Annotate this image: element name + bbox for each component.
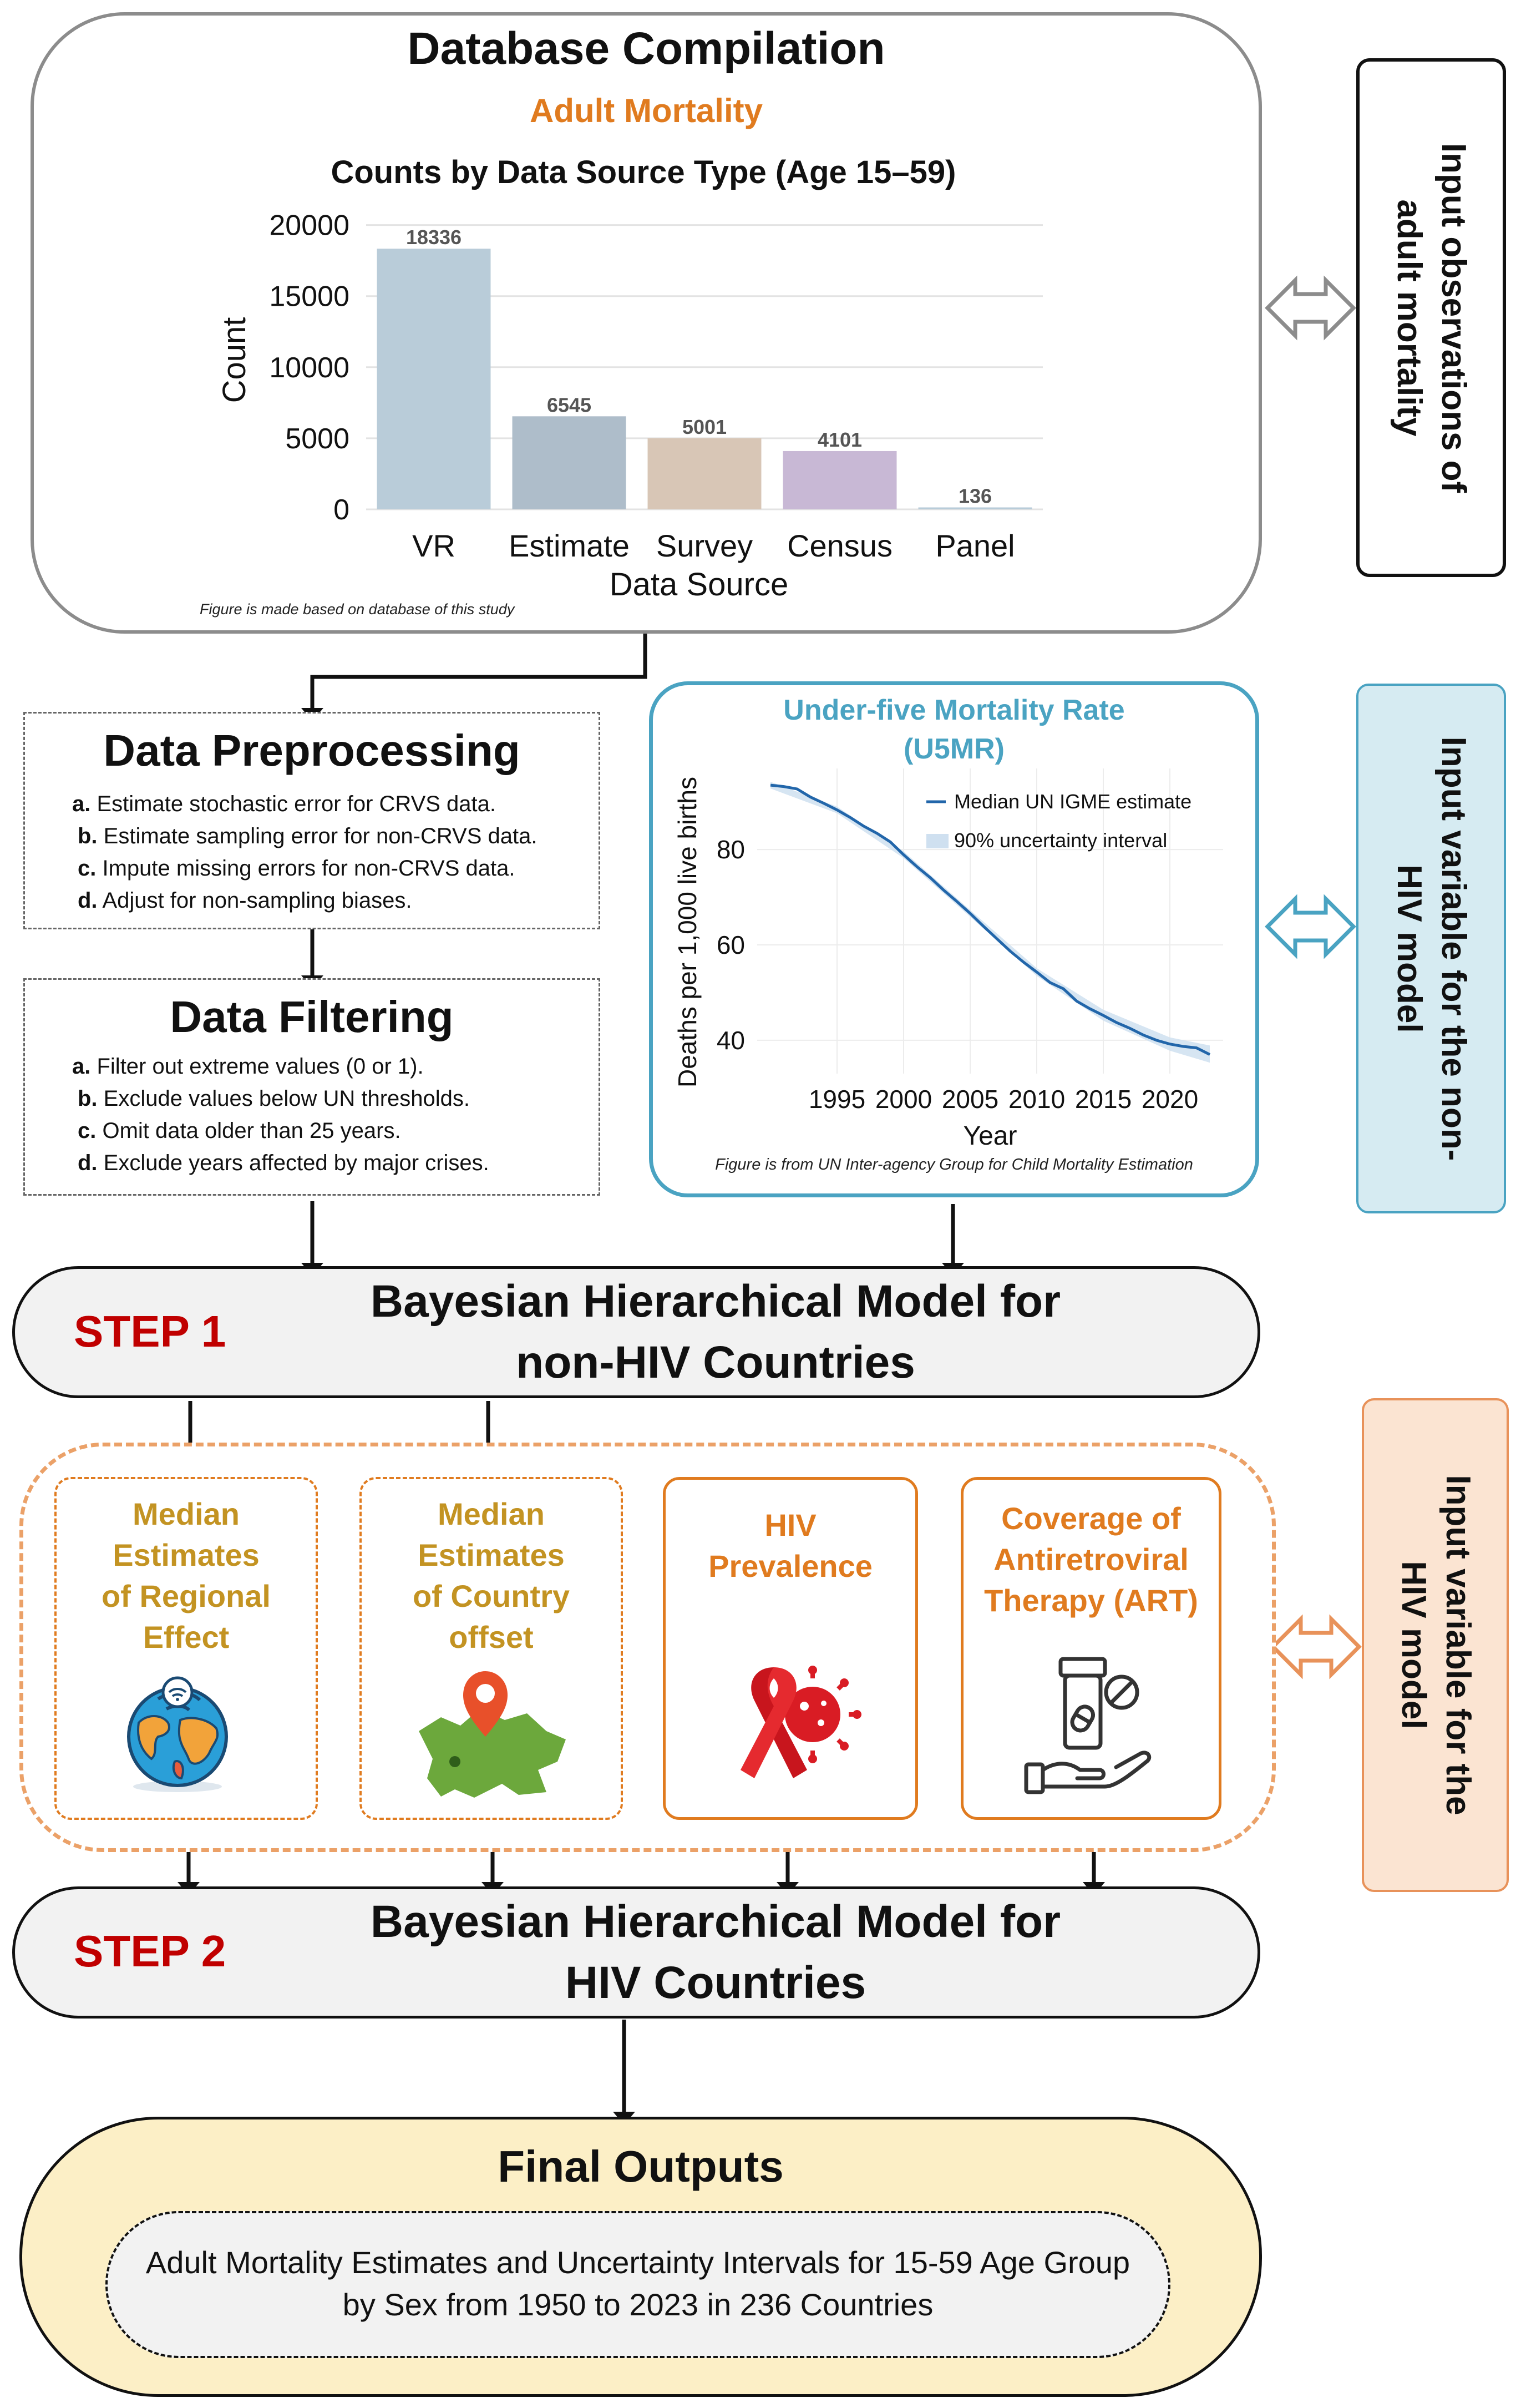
filtering-item-b: b. Exclude values below UN thresholds. — [78, 1086, 470, 1111]
line-x-tick-label: 2005 — [942, 1085, 998, 1114]
u5mr-title-line2: (U5MR) — [904, 733, 1005, 765]
preprocessing-title: Data Preprocessing — [103, 726, 520, 775]
hiv-ribbon-virus-icon — [741, 1666, 861, 1778]
preprocessing-item-d: d. Adjust for non-sampling biases. — [78, 888, 412, 913]
bar-chart-title: Counts by Data Source Type (Age 15–59) — [331, 154, 956, 190]
side-label-adult-mortality: Input observations of adult mortality — [1390, 143, 1473, 493]
step2-title-line1: Bayesian Hierarchical Model for — [370, 1896, 1061, 1947]
filtering-title: Data Filtering — [170, 992, 454, 1041]
u5mr-line-chart: 40 60 80 1995 2000 2005 2010 2015 2020 Median UN … — [673, 768, 1223, 1151]
database-title: Database Compilation — [407, 23, 885, 74]
line-y-tick-label: 60 — [717, 930, 745, 959]
globe-wifi-icon — [127, 1676, 228, 1792]
step2-label: STEP 2 — [74, 1926, 226, 1976]
line-x-tick-label: 2015 — [1075, 1085, 1132, 1114]
bar-x-tick-label: Survey — [656, 528, 753, 563]
bar-data-label: 4101 — [818, 428, 862, 451]
step2-box — [12, 1886, 1260, 2019]
bar-y-tick-label: 0 — [333, 494, 349, 526]
bar-x-axis-label: Data Source — [610, 566, 788, 603]
line-x-axis-label: Year — [964, 1121, 1017, 1151]
step2-title-line2: HIV Countries — [565, 1957, 866, 2008]
filtering-item-d: d. Exclude years affected by major crise… — [78, 1151, 489, 1175]
filtering-list: a. Filter out extreme values (0 or 1). b… — [72, 1050, 599, 1179]
data-preprocessing-box — [23, 712, 600, 929]
legend-band-swatch — [926, 834, 949, 848]
bar-data-label: 136 — [959, 485, 992, 508]
step1-label: STEP 1 — [74, 1307, 226, 1356]
u5mr-panel — [649, 681, 1259, 1197]
bar-y-tick-label: 15000 — [269, 281, 349, 313]
line-x-tick-label: 1995 — [809, 1085, 865, 1114]
bar-chart: Counts by Data Source Type (Age 15–59) 0 5… — [216, 154, 1043, 603]
side-label-hiv: Input variable for the HIV model — [1394, 1475, 1477, 1815]
side-label-non-hiv: Input variable for the non-HIV model — [1390, 736, 1473, 1161]
legend-band-label: 90% uncertainty interval — [954, 829, 1167, 852]
country-offset-title: Median Estimates of Country offset — [412, 1496, 570, 1655]
line-x-tick-label: 2020 — [1142, 1085, 1198, 1114]
step1-box — [12, 1266, 1260, 1398]
bar-y-tick-label: 20000 — [269, 210, 349, 242]
preprocessing-item-a: a. Estimate stochastic error for CRVS da… — [72, 792, 496, 816]
uncertainty-band — [770, 782, 1210, 1063]
arrow-db-to-preprocessing — [310, 633, 647, 709]
bar — [783, 451, 897, 509]
filtering-item-c: c. Omit data older than 25 years. — [78, 1119, 401, 1143]
line-x-tick-label: 2010 — [1008, 1085, 1065, 1114]
preprocessing-item-b: b. Estimate sampling error for non-CRVS … — [78, 824, 538, 848]
side-panel-non-hiv: Input variable for the non-HIV model — [1356, 684, 1506, 1213]
u5mr-note: Figure is from UN Inter-agency Group for… — [715, 1156, 1193, 1173]
final-outputs-inner — [105, 2211, 1170, 2358]
bar-data-label: 5001 — [682, 416, 727, 438]
line-x-tick-label: 2000 — [875, 1085, 932, 1114]
bar-x-tick-label: VR — [412, 528, 455, 563]
median-line — [770, 783, 1211, 1056]
bar-y-tick-label: 5000 — [285, 423, 349, 455]
double-arrow-hiv — [1270, 1614, 1362, 1679]
bar-x-tick-label: Census — [787, 528, 893, 563]
step1-title-line1: Bayesian Hierarchical Model for — [370, 1276, 1061, 1327]
hiv-prevalence-title: HIV Prevalence — [708, 1507, 873, 1584]
medicine-hand-icon — [1024, 1657, 1152, 1794]
bar-y-tick-label: 10000 — [269, 352, 349, 384]
u5mr-title-line1: Under-five Mortality Rate — [783, 694, 1125, 726]
line-y-tick-label: 40 — [717, 1026, 745, 1055]
art-coverage-box — [961, 1477, 1221, 1820]
final-outputs-line1: Adult Mortality Estimates and Uncertaint… — [145, 2245, 1130, 2280]
database-note: Figure is made based on database of this… — [200, 601, 515, 618]
bar-x-tick-label: Panel — [935, 528, 1015, 563]
final-outputs-line2: by Sex from 1950 to 2023 in 236 Countrie… — [342, 2287, 934, 2322]
preprocessing-list: a. Estimate stochastic error for CRVS da… — [72, 788, 599, 917]
filtering-item-a: a. Filter out extreme values (0 or 1). — [72, 1054, 424, 1079]
step1-title-line2: non-HIV Countries — [516, 1337, 915, 1388]
bar-data-label: 6545 — [547, 393, 591, 416]
legend-median-label: Median UN IGME estimate — [954, 790, 1191, 813]
preprocessing-item-c: c. Impute missing errors for non-CRVS da… — [78, 856, 515, 881]
art-coverage-title: Coverage of Antiretroviral Therapy (ART) — [984, 1501, 1198, 1618]
side-panel-hiv: Input variable for the HIV model — [1362, 1398, 1509, 1892]
bar — [377, 249, 491, 509]
double-arrow-non-hiv — [1265, 894, 1356, 959]
database-compilation-panel — [31, 12, 1262, 634]
data-filtering-box — [23, 978, 600, 1196]
bar-y-axis-label: Count — [216, 317, 252, 403]
double-arrow-adult — [1265, 275, 1356, 341]
line-y-axis-label: Deaths per 1,000 live births — [673, 777, 702, 1087]
map-pin-icon — [419, 1671, 566, 1798]
bar-data-label: 18336 — [406, 226, 462, 249]
bar — [647, 438, 762, 509]
database-subtitle: Adult Mortality — [530, 92, 763, 129]
bar — [918, 507, 1032, 509]
line-y-tick-label: 80 — [717, 835, 745, 864]
regional-effect-title: Median Estimates of Regional Effect — [102, 1496, 271, 1655]
bar-x-tick-label: Estimate — [509, 528, 630, 563]
final-outputs-title: Final Outputs — [498, 2142, 784, 2191]
side-panel-adult-mortality: Input observations of adult mortality — [1356, 58, 1506, 577]
bar — [512, 416, 626, 509]
